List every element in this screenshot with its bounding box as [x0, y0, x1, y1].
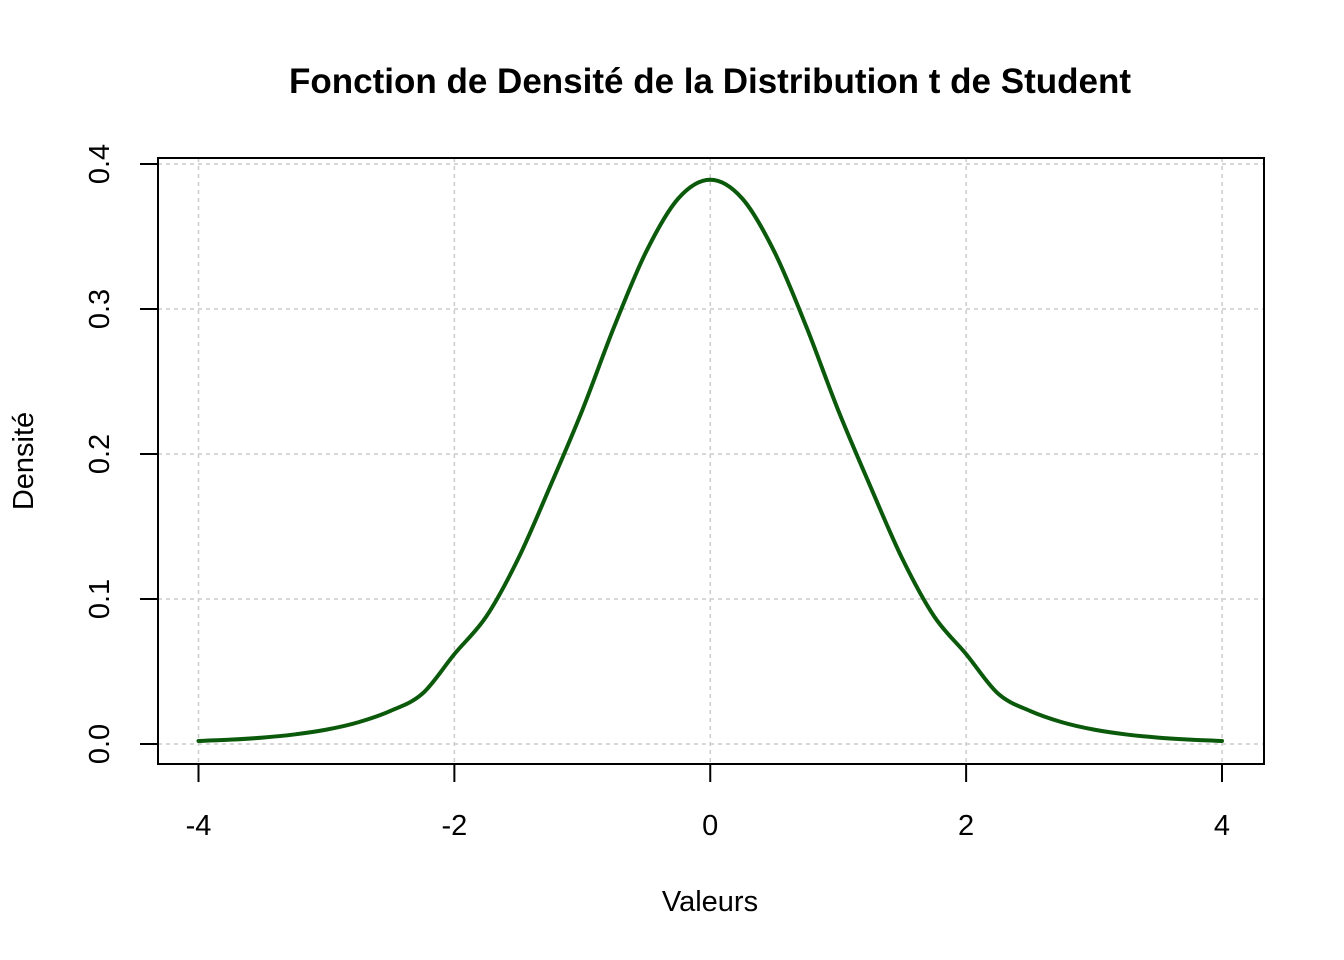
series-layer [196, 177, 1224, 743]
x-tick-label-0: -4 [186, 810, 212, 842]
x-tick-label-2: 0 [702, 810, 718, 842]
density-curve-0 [196, 177, 1224, 743]
chart-title: Fonction de Densité de la Distribution t… [289, 62, 1131, 101]
x-tick-label-1: -2 [441, 810, 467, 842]
x-tick-label-4: 4 [1214, 810, 1230, 842]
y-tick-label-3: 0.3 [84, 289, 116, 329]
y-tick-label-4: 0.4 [84, 144, 116, 184]
grid-lines [158, 158, 1264, 764]
x-axis-label: Valeurs [662, 886, 758, 918]
y-axis-label: Densité [8, 412, 40, 510]
y-tick-label-1: 0.1 [84, 579, 116, 619]
axes: -4 -2 0 2 4 0.0 0.1 0.2 0.3 0.4 [84, 144, 1230, 842]
y-tick-label-2: 0.2 [84, 434, 116, 474]
y-tick-label-0: 0.0 [84, 724, 116, 764]
x-tick-label-3: 2 [958, 810, 974, 842]
